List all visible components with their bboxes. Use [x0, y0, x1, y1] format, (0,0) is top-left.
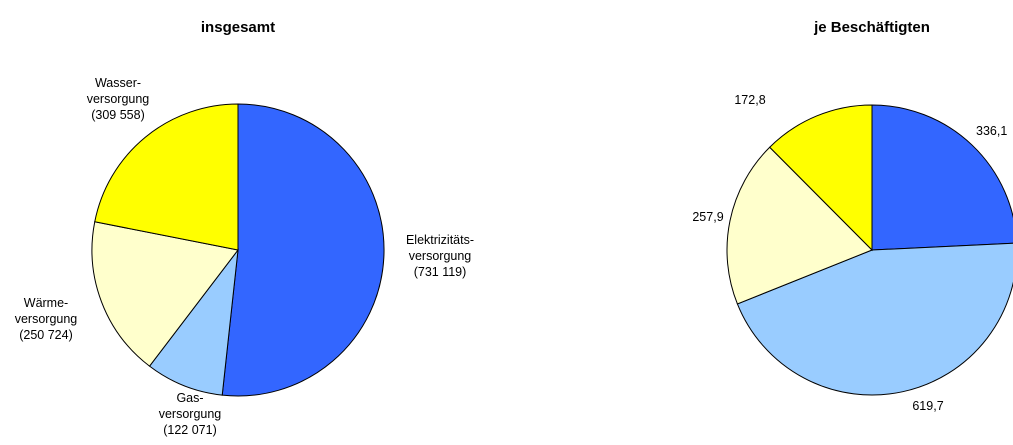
pie-chart-per-employee: 336,1 619,7 257,9 172,8: [692, 93, 1013, 413]
slice-label: Gas-versorgung (122 071): [159, 391, 222, 437]
slice-label-line: (309 558): [91, 108, 145, 122]
slice-label: Wasser-versorgung (309 558): [87, 76, 150, 122]
slice-label-line: versorgung: [87, 92, 150, 106]
slice-label: 619,7: [912, 399, 943, 413]
slice-label-line: 336,1: [976, 124, 1007, 138]
chart-title-per-employee: je Beschäftigten: [813, 19, 930, 36]
slice-label-line: 619,7: [912, 399, 943, 413]
pie-slice: [736, 242, 1013, 396]
slice-label: 336,1: [976, 124, 1007, 138]
slice-label: 257,9: [692, 210, 723, 224]
pie-slice: [221, 103, 385, 397]
pie-chart-total: Elektrizitäts-versorgung (731 119) Gas-ver…: [15, 76, 474, 437]
chart-title-total: insgesamt: [201, 19, 275, 36]
slice-label-line: (731 119): [414, 265, 467, 279]
slice-label: Elektrizitäts-versorgung (731 119): [406, 233, 474, 279]
slice-label-line: versorgung: [15, 312, 78, 326]
pie-slice: [94, 103, 239, 251]
slice-label-line: 172,8: [734, 93, 765, 107]
slice-label-line: (250 724): [19, 328, 73, 342]
slice-label-line: Elektrizitäts-: [406, 233, 474, 247]
slice-label-line: 257,9: [692, 210, 723, 224]
slice-label: 172,8: [734, 93, 765, 107]
slice-label-line: versorgung: [159, 407, 222, 421]
pie-slice: [769, 104, 873, 252]
slice-label: Wärme-versorgung (250 724): [15, 296, 78, 342]
slice-label-line: versorgung: [409, 249, 472, 263]
slice-label-line: Wasser-: [95, 76, 141, 90]
pie-slice: [91, 221, 239, 367]
slice-label-line: (122 071): [163, 423, 217, 437]
pie-slice: [726, 146, 873, 305]
slice-label-line: Wärme-: [24, 296, 68, 310]
pie-slice: [871, 104, 1013, 251]
slice-label-line: Gas-: [176, 391, 203, 405]
